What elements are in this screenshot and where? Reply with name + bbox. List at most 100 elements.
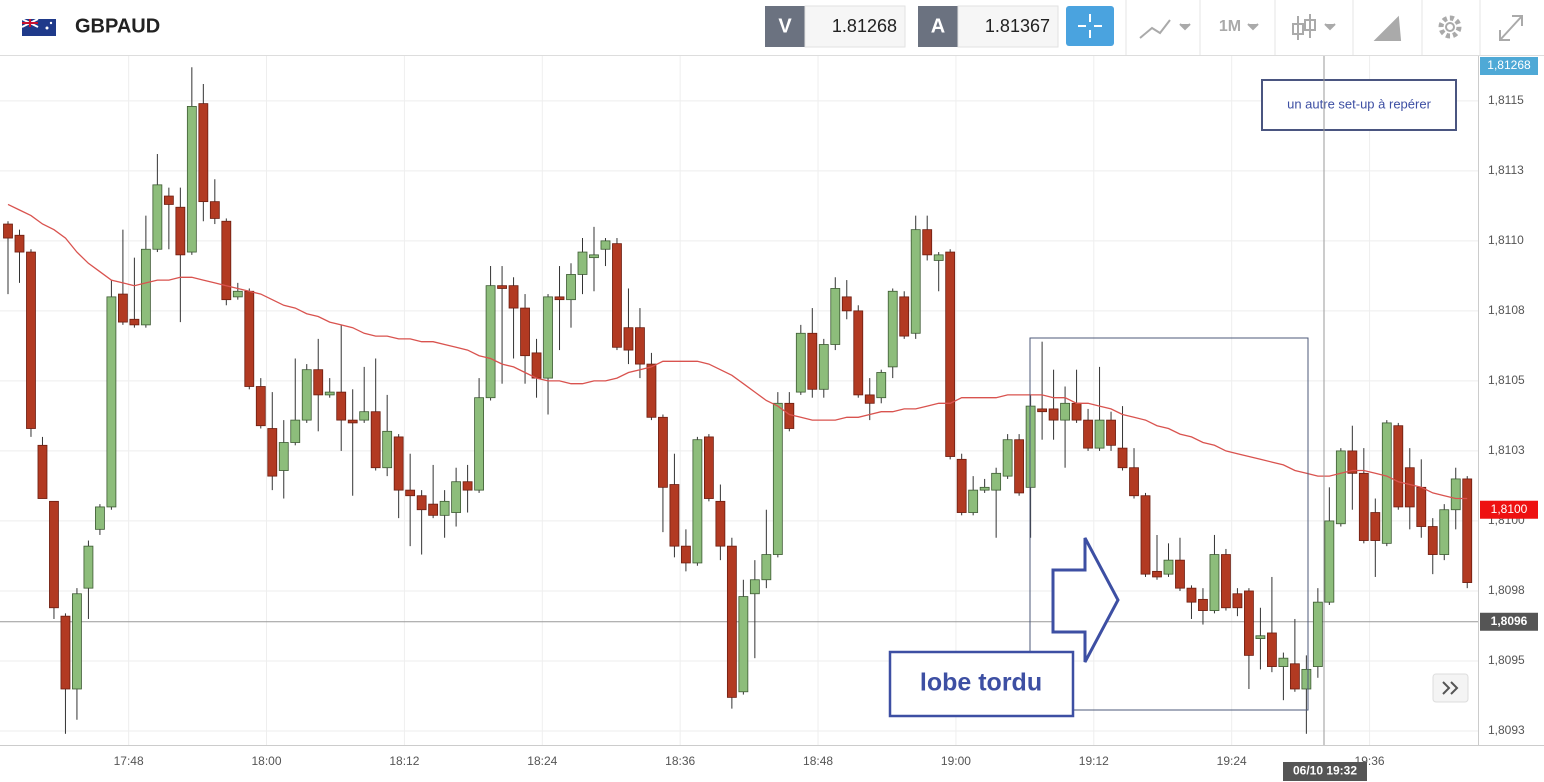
crosshair-price-tag — [1480, 612, 1538, 631]
candle-body — [508, 285, 519, 309]
ask-letter: A — [931, 15, 945, 37]
candle-body — [485, 285, 496, 399]
candle-body — [922, 229, 933, 256]
candle-body — [1301, 668, 1312, 690]
y-tick-label: 1,8098 — [1488, 583, 1525, 597]
candle-body — [566, 274, 576, 301]
candle-body — [60, 615, 71, 690]
annotation-label-box — [1261, 79, 1457, 131]
x-tick-label: 19:12 — [1079, 754, 1109, 768]
candle-body — [1289, 663, 1300, 690]
candle-body — [1255, 635, 1266, 639]
candle-body — [1278, 657, 1289, 667]
candle-body — [1244, 590, 1254, 656]
candle-body — [1071, 402, 1082, 421]
y-tick-label: 1,8108 — [1488, 303, 1525, 317]
candle-body — [1324, 520, 1335, 603]
candle-body — [313, 369, 324, 396]
x-tick-label: 18:00 — [252, 754, 282, 768]
candle-body — [1094, 419, 1105, 449]
candle-body — [795, 332, 806, 393]
bid-letter: V — [778, 15, 792, 37]
bid-tag-label: 1,81268 — [1487, 58, 1531, 72]
candle-body — [830, 288, 841, 345]
candle-body — [1450, 478, 1461, 511]
x-tick-label: 19:36 — [1355, 754, 1385, 768]
flag — [21, 18, 56, 36]
candle-body — [646, 363, 657, 418]
candle-body — [221, 220, 232, 301]
candle-body — [1232, 593, 1243, 609]
y-tick-label: 1,8115 — [1488, 93, 1524, 107]
ask-button[interactable] — [918, 6, 958, 47]
candle-body — [772, 402, 783, 555]
candle-body — [726, 545, 737, 698]
candle-body — [267, 428, 278, 477]
crosshair-time-tag — [1283, 762, 1367, 781]
candle-body — [497, 285, 507, 289]
candle-body — [163, 195, 174, 205]
bid-button[interactable] — [765, 6, 805, 47]
candle-body — [209, 201, 220, 219]
symbol: GBPAUD — [75, 15, 160, 37]
candle-body — [347, 419, 358, 424]
candle-body — [1002, 439, 1013, 477]
moving-average — [7, 203, 1468, 500]
candle-body — [531, 352, 542, 379]
candle-body — [715, 500, 726, 547]
y-tick-label: 1,8110 — [1488, 233, 1524, 247]
candle-body — [623, 327, 634, 351]
candle-body — [738, 596, 749, 693]
candle-body — [1209, 554, 1220, 611]
candle-body — [520, 307, 530, 357]
candle-body — [3, 223, 13, 239]
annotation-label-box — [888, 650, 1075, 718]
plot-area — [0, 56, 1478, 745]
candle-body — [807, 332, 818, 390]
candle-body — [1186, 587, 1197, 603]
y-tick-label: 1,8093 — [1488, 723, 1525, 737]
x-tick-label: 18:48 — [803, 754, 833, 768]
candle-body — [393, 436, 404, 491]
toolbar-icons — [1139, 14, 1523, 41]
candle-body — [370, 411, 381, 469]
y-tick-label: 1,8113 — [1488, 163, 1524, 177]
candle-body — [577, 251, 588, 275]
candle-body — [1358, 472, 1369, 541]
candle-body — [439, 500, 450, 516]
candle-body — [956, 458, 967, 513]
candle-body — [37, 444, 48, 499]
candle-body — [1014, 439, 1025, 494]
bid-tag — [1480, 57, 1538, 75]
candle-body — [1381, 422, 1392, 544]
x-tick-label: 17:48 — [114, 754, 144, 768]
x-tick-label: 18:12 — [389, 754, 419, 768]
candle-body — [1439, 509, 1450, 555]
candle-body — [405, 489, 416, 497]
candle-body — [1221, 554, 1231, 609]
x-tick-label: 18:36 — [665, 754, 695, 768]
candle-body — [232, 290, 243, 298]
candle-body — [186, 106, 197, 253]
candle-body — [140, 248, 151, 326]
candle-body — [612, 243, 622, 348]
candle-body — [416, 495, 427, 511]
crosshair-price: 1,8096 — [1491, 614, 1528, 628]
candle-body — [301, 369, 312, 421]
crosshair-button[interactable] — [1066, 6, 1114, 46]
candle-body — [1175, 559, 1185, 589]
candle-body — [49, 500, 59, 609]
timeframe[interactable]: 1M — [1219, 18, 1241, 35]
candle-body — [853, 310, 864, 396]
candle-body — [945, 251, 956, 457]
candle-body — [1416, 486, 1427, 527]
candle-body — [290, 419, 301, 443]
candle-body — [1393, 425, 1404, 508]
y-tick-label: 1,8095 — [1488, 653, 1525, 667]
scroll-button[interactable] — [1432, 673, 1469, 703]
candle-body — [681, 545, 691, 564]
candle-body — [968, 489, 979, 513]
candle-body — [1347, 450, 1358, 474]
candle-body — [669, 484, 680, 547]
y-tick-label: 1,8105 — [1488, 373, 1525, 387]
